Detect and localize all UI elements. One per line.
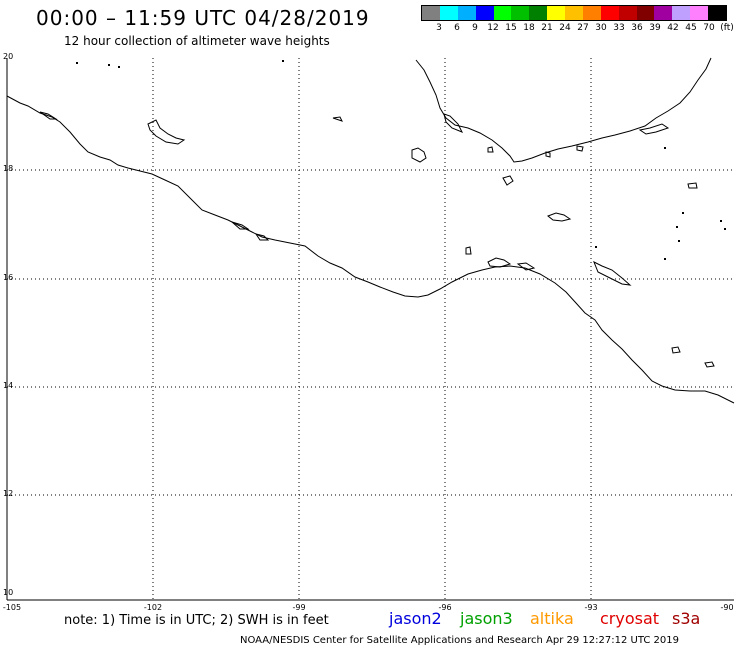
islet-11 bbox=[664, 258, 666, 260]
island-18 bbox=[638, 123, 670, 135]
lat-label-20: 20 bbox=[3, 52, 14, 61]
page-title: 00:00 – 11:59 UTC 04/28/2019 bbox=[36, 6, 370, 30]
legend-label: (ft) bbox=[720, 23, 734, 33]
legend-swatch bbox=[600, 6, 619, 20]
island-12 bbox=[487, 146, 494, 153]
island-11 bbox=[516, 262, 536, 271]
legend-label: 36 bbox=[631, 23, 643, 33]
legend-swatch bbox=[565, 6, 583, 20]
islet-12 bbox=[595, 246, 597, 248]
legend-swatch bbox=[422, 6, 440, 20]
island-20 bbox=[545, 151, 551, 158]
satellite-s3a: s3a bbox=[672, 609, 701, 628]
island-8 bbox=[671, 346, 681, 354]
wave-height-legend: 3 6 9 12 15 18 21 24 27 30 33 36 39 42 45 70 (ft) bbox=[421, 5, 734, 37]
legend-label: 27 bbox=[577, 23, 589, 33]
islet-4 bbox=[282, 60, 284, 62]
legend-swatch bbox=[654, 6, 673, 20]
footer-credit: NOAA/NESDIS Center for Satellite Applica… bbox=[240, 635, 679, 646]
island-14 bbox=[39, 111, 58, 120]
legend-swatch bbox=[636, 6, 655, 20]
legend-swatch bbox=[493, 6, 512, 20]
coastline-pacific bbox=[6, 95, 735, 404]
island-13 bbox=[687, 182, 698, 189]
island-16 bbox=[254, 233, 270, 241]
legend-swatch bbox=[708, 6, 726, 20]
islet-9 bbox=[724, 228, 726, 230]
lon-label-96: -96 bbox=[438, 603, 452, 612]
legend-swatch bbox=[457, 6, 476, 20]
islet-8 bbox=[720, 220, 722, 222]
legend-label: 21 bbox=[541, 23, 553, 33]
legend-swatch bbox=[529, 6, 548, 20]
legend-swatch bbox=[582, 6, 601, 20]
islet-2 bbox=[108, 64, 110, 66]
legend-label: 12 bbox=[487, 23, 499, 33]
legend-label: 30 bbox=[595, 23, 607, 33]
legend-label: 45 bbox=[685, 23, 697, 33]
legend-swatch bbox=[690, 6, 708, 20]
legend-label: 6 bbox=[454, 23, 460, 33]
island-7 bbox=[332, 116, 343, 122]
legend-swatch bbox=[439, 6, 458, 20]
island-5 bbox=[487, 257, 512, 268]
islet-6 bbox=[682, 212, 684, 214]
legend-swatch bbox=[672, 6, 691, 20]
island-9 bbox=[704, 361, 715, 368]
legend-label: 9 bbox=[472, 23, 478, 33]
satellite-altika: altika bbox=[530, 609, 574, 628]
lat-label-12: 12 bbox=[3, 489, 14, 498]
legend-label: 39 bbox=[649, 23, 661, 33]
page-subtitle: 12 hour collection of altimeter wave hei… bbox=[64, 34, 330, 48]
legend-swatch bbox=[475, 6, 494, 20]
island-17 bbox=[443, 113, 464, 133]
note-text: note: 1) Time is in UTC; 2) SWH is in fe… bbox=[64, 613, 329, 628]
legend-label: 24 bbox=[559, 23, 571, 33]
legend-swatch bbox=[618, 6, 637, 20]
island-15 bbox=[231, 221, 250, 230]
legend-label: 42 bbox=[667, 23, 679, 33]
island-1 bbox=[411, 147, 427, 163]
satellite-cryosat: cryosat bbox=[600, 609, 660, 628]
small-islets bbox=[76, 60, 726, 260]
coastline-gulf bbox=[415, 57, 712, 163]
island-10 bbox=[465, 246, 472, 255]
island-4 bbox=[593, 260, 632, 286]
legend-color-bar bbox=[421, 5, 727, 21]
islet-3 bbox=[118, 66, 120, 68]
islet-1 bbox=[76, 62, 78, 64]
legend-label: 15 bbox=[505, 23, 517, 33]
lon-label-90: -90 bbox=[720, 603, 734, 612]
island-3 bbox=[547, 212, 572, 222]
satellite-jason2: jason2 bbox=[389, 609, 442, 628]
islet-5 bbox=[664, 147, 666, 149]
lat-label-14: 14 bbox=[3, 381, 14, 390]
satellite-jason3: jason3 bbox=[460, 609, 513, 628]
lat-label-18: 18 bbox=[3, 164, 14, 173]
islands bbox=[39, 111, 715, 368]
lat-label-10: 10 bbox=[3, 588, 14, 597]
legend-label: 18 bbox=[523, 23, 535, 33]
lon-label-99: -99 bbox=[292, 603, 306, 612]
island-2 bbox=[502, 175, 514, 186]
lon-label-105: -105 bbox=[2, 603, 22, 612]
graticule bbox=[7, 58, 734, 600]
lon-label-93: -93 bbox=[584, 603, 598, 612]
lat-label-16: 16 bbox=[3, 273, 14, 282]
legend-label: 3 bbox=[436, 23, 442, 33]
legend-labels: 3 6 9 12 15 18 21 24 27 30 33 36 39 42 45 70 (ft) bbox=[421, 21, 734, 35]
island-19 bbox=[576, 145, 584, 152]
legend-swatch bbox=[547, 6, 565, 20]
island-6 bbox=[147, 119, 186, 145]
islet-10 bbox=[678, 240, 680, 242]
lon-label-102: -102 bbox=[143, 603, 163, 612]
legend-swatch bbox=[511, 6, 530, 20]
legend-label: 33 bbox=[613, 23, 625, 33]
legend-label: 70 bbox=[703, 23, 715, 33]
islet-7 bbox=[676, 226, 678, 228]
